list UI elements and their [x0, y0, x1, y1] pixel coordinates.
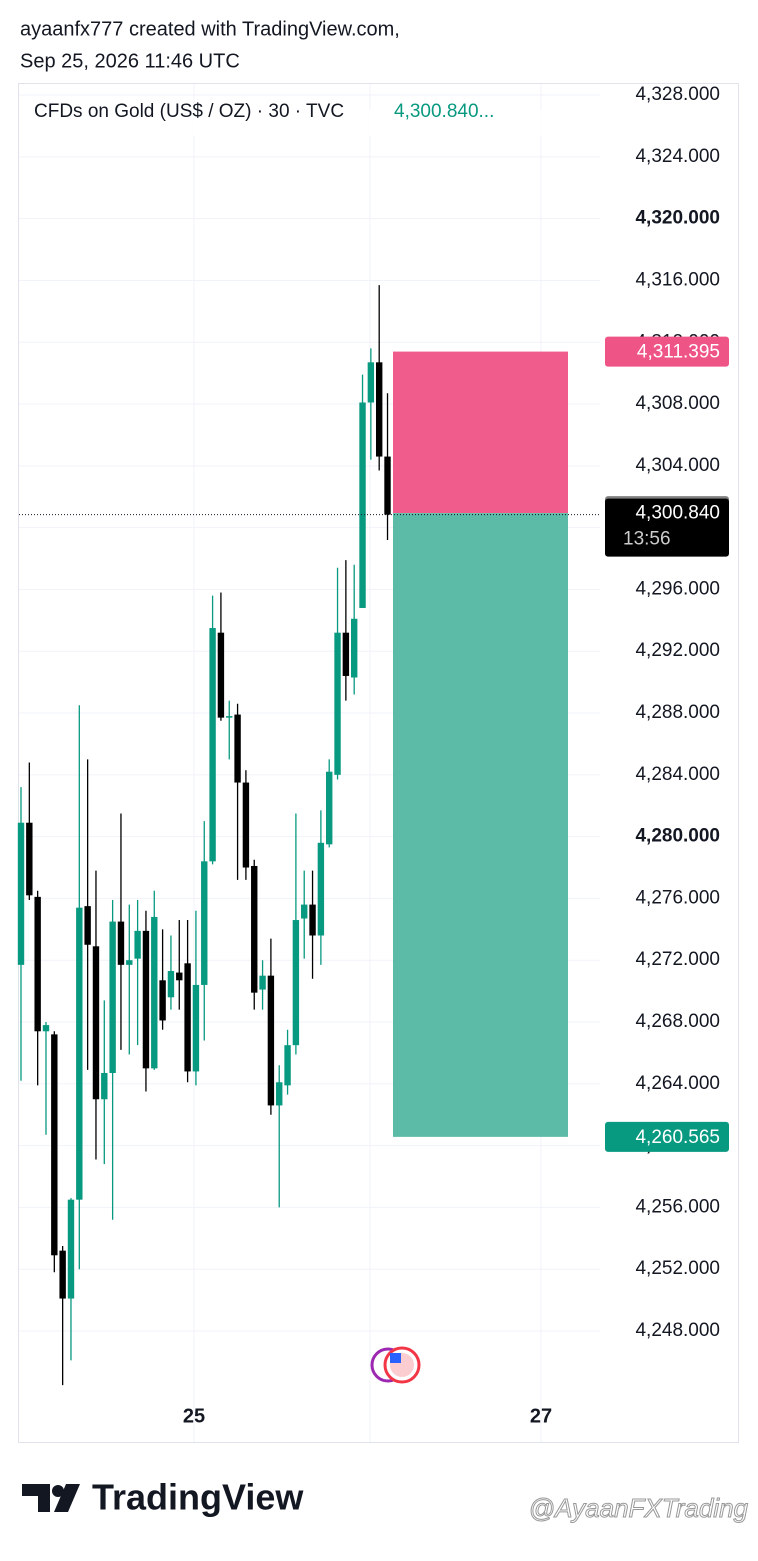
y-tick-label: 4,284.000: [635, 764, 720, 785]
candle-body: [34, 896, 41, 1032]
candle-body: [301, 904, 308, 919]
candle-body: [276, 1082, 283, 1106]
symbol-price: 4,300.840...: [394, 101, 494, 122]
price-tag: [605, 498, 729, 557]
event-icon: [370, 1346, 421, 1384]
x-tick-label: 25: [183, 1405, 205, 1427]
candle-body: [101, 1072, 108, 1100]
y-tick-label: 4,276.000: [635, 887, 720, 908]
candle-body: [259, 975, 266, 990]
y-tick-label: 4,296.000: [635, 578, 720, 599]
y-tick-label: 4,268.000: [635, 1011, 720, 1032]
price-tag-label: 4,260.565: [635, 1127, 720, 1148]
candle-body: [67, 1199, 75, 1299]
candle-body: [317, 842, 325, 936]
candle-body: [84, 906, 91, 945]
candle-body: [217, 632, 225, 718]
candle-body: [117, 921, 125, 965]
candle-body: [234, 714, 241, 783]
candle-body: [176, 972, 183, 981]
candle-body: [309, 904, 316, 936]
candle-body: [209, 628, 216, 862]
candle-body: [351, 618, 358, 678]
watermark: @AyaanFXTrading: [529, 1493, 749, 1523]
candle-body: [134, 930, 141, 959]
candle-body: [326, 771, 333, 845]
y-tick-label: 4,328.000: [635, 84, 720, 105]
candle-body: [51, 1034, 58, 1256]
candle-body: [201, 861, 208, 985]
candle-body: [26, 822, 33, 896]
candle-body: [76, 907, 83, 1200]
candle-body: [92, 946, 100, 1100]
candle-body: [167, 971, 175, 998]
y-tick-label: 4,252.000: [635, 1258, 720, 1279]
countdown: 13:56: [623, 529, 671, 550]
y-tick-label: 4,320.000: [635, 208, 720, 229]
candle-body: [242, 782, 250, 868]
candle-body: [251, 865, 258, 993]
x-tick-label: 27: [530, 1405, 552, 1427]
timestamp: Sep 25, 2026 11:46 UTC: [20, 50, 240, 72]
y-tick-label: 4,256.000: [635, 1196, 720, 1217]
target-zone: [393, 513, 568, 1137]
plot: [17, 94, 600, 1386]
candle-body: [126, 960, 133, 965]
y-tick-label: 4,324.000: [635, 146, 720, 167]
y-tick-label: 4,248.000: [635, 1320, 720, 1341]
chart-frame: [18, 83, 739, 1443]
y-tick-label: 4,264.000: [635, 1073, 720, 1094]
y-tick-label: 4,316.000: [635, 269, 720, 290]
y-tick-label: 4,288.000: [635, 702, 720, 723]
symbol-title: CFDs on Gold (US$ / OZ) · 30 · TVC: [34, 101, 344, 122]
candle-body: [359, 402, 366, 608]
stop-zone: [393, 351, 568, 514]
price-tag-label: 4,300.840: [635, 503, 720, 524]
y-tick-label: 4,308.000: [635, 393, 720, 414]
candle-body: [367, 362, 375, 403]
price-tag-label: 4,311.395: [637, 342, 720, 363]
candle-body: [267, 975, 275, 1106]
candle-body: [17, 822, 25, 965]
y-tick-label: 4,280.000: [635, 826, 720, 847]
y-tick-label: 4,304.000: [635, 455, 720, 476]
candle-body: [159, 980, 166, 1021]
candle-body: [59, 1250, 66, 1299]
candle-body: [151, 916, 158, 1069]
price-tag: [605, 336, 729, 367]
brand: TradingView: [92, 1477, 304, 1518]
candle-body: [384, 456, 391, 515]
candle-body: [226, 716, 233, 718]
candle-body: [192, 984, 200, 1072]
price-tag: [605, 1121, 729, 1152]
candle-body: [184, 963, 191, 1072]
candle-body: [334, 632, 341, 775]
y-tick-label: 4,292.000: [635, 640, 720, 661]
candle-body: [42, 1025, 50, 1032]
logo-mark: [22, 1484, 80, 1512]
candle-body: [375, 362, 383, 457]
candle-body: [284, 1045, 291, 1086]
candle-body: [109, 921, 116, 1073]
legend-bg: [22, 110, 602, 136]
y-tick-label: 4,272.000: [635, 949, 720, 970]
candle-body: [292, 920, 300, 1046]
candle-body: [142, 930, 150, 1069]
candle-body: [342, 632, 350, 676]
credit: ayaanfx777 created with TradingView.com,: [20, 18, 400, 40]
